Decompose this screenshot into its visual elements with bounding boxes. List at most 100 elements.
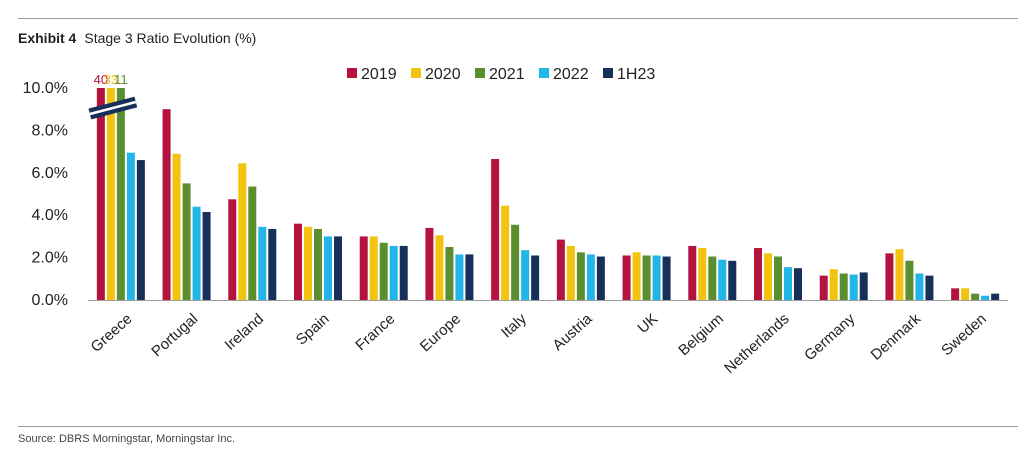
bar-greece-1h23 <box>136 160 145 300</box>
bottom-rule <box>18 426 1018 427</box>
bar-italy-2021 <box>511 224 520 300</box>
bar-denmark-2020 <box>895 249 904 300</box>
bar-netherlands-2019 <box>754 248 762 300</box>
legend-label-1h23: 1H23 <box>617 66 655 83</box>
bar-ireland-2021 <box>248 186 257 300</box>
x-tick-label: Italy <box>498 310 530 341</box>
bar-greece-2020 <box>106 88 115 300</box>
bar-ireland-2020 <box>238 163 247 300</box>
legend-swatch-2021 <box>475 68 485 78</box>
x-tick-label: Sweden <box>938 310 990 359</box>
overflow-value-label: 11 <box>114 72 128 87</box>
x-tick-label: Austria <box>549 310 596 354</box>
bar-ireland-1h23 <box>268 228 277 300</box>
bar-uk-2019 <box>622 255 631 300</box>
x-tick-label: Europe <box>417 310 464 355</box>
bar-sweden-2022 <box>981 295 990 300</box>
bar-france-1h23 <box>399 245 408 300</box>
bar-spain-2019 <box>294 223 302 300</box>
bar-germany-2021 <box>839 273 848 300</box>
bar-belgium-2020 <box>698 248 707 300</box>
bar-denmark-2019 <box>885 253 894 300</box>
bar-europe-2020 <box>435 235 444 300</box>
bar-uk-2020 <box>632 252 641 300</box>
y-tick-label: 10.0% <box>23 80 68 97</box>
bar-portugal-1h23 <box>202 212 211 300</box>
bar-france-2019 <box>359 236 368 300</box>
x-tick-label: France <box>352 310 398 354</box>
bar-france-2022 <box>389 245 398 300</box>
exhibit-heading: Exhibit 4 Stage 3 Ratio Evolution (%) <box>18 30 256 46</box>
legend-label-2019: 2019 <box>361 66 397 83</box>
bar-netherlands-2020 <box>764 253 772 300</box>
bar-italy-2022 <box>521 250 530 300</box>
bar-austria-1h23 <box>596 256 605 300</box>
bar-sweden-2020 <box>961 288 970 300</box>
x-tick-label: Ireland <box>221 310 266 353</box>
legend-label-2022: 2022 <box>553 66 589 83</box>
bar-greece-2019 <box>96 88 105 300</box>
x-tick-label: Netherlands <box>721 310 792 377</box>
chart-title: Stage 3 Ratio Evolution (%) <box>84 30 257 46</box>
legend-swatch-2022 <box>539 68 549 78</box>
bar-ireland-2022 <box>258 226 267 300</box>
bar-netherlands-2022 <box>784 267 792 300</box>
bar-denmark-1h23 <box>925 275 934 300</box>
bar-austria-2021 <box>576 252 585 300</box>
bar-france-2020 <box>369 236 378 300</box>
bar-spain-2020 <box>304 226 312 300</box>
bar-denmark-2021 <box>905 260 914 300</box>
overflow-value-label: 40 <box>94 72 108 87</box>
bar-netherlands-2021 <box>774 256 782 300</box>
bar-greece-2021 <box>116 88 125 300</box>
bar-portugal-2020 <box>172 153 181 300</box>
bar-uk-1h23 <box>662 256 671 300</box>
legend-swatch-2019 <box>347 68 357 78</box>
y-tick-label: 0.0% <box>32 292 68 309</box>
legend-label-2020: 2020 <box>425 66 461 83</box>
x-tick-label: Belgium <box>675 310 727 359</box>
bar-europe-1h23 <box>465 254 474 300</box>
y-tick-label: 8.0% <box>32 122 68 139</box>
bar-sweden-1h23 <box>991 293 1000 300</box>
bar-spain-1h23 <box>334 236 342 300</box>
bar-belgium-2022 <box>718 259 727 300</box>
legend-label-2021: 2021 <box>489 66 525 83</box>
x-tick-label: UK <box>634 310 661 337</box>
legend-swatch-1h23 <box>603 68 613 78</box>
x-tick-label: Denmark <box>868 310 925 364</box>
bar-uk-2022 <box>652 255 661 300</box>
bar-belgium-2019 <box>688 245 697 300</box>
bar-denmark-2022 <box>915 273 924 300</box>
bar-spain-2021 <box>314 228 322 300</box>
bar-italy-1h23 <box>531 255 540 300</box>
exhibit-label: Exhibit 4 <box>18 30 77 46</box>
bar-spain-2022 <box>324 236 332 300</box>
bar-belgium-2021 <box>708 256 717 300</box>
bar-portugal-2019 <box>162 109 171 300</box>
bar-uk-2021 <box>642 255 651 300</box>
axis-break-gap <box>89 100 137 116</box>
bar-greece-2022 <box>126 152 135 300</box>
bar-italy-2019 <box>491 159 500 300</box>
x-tick-label: Portugal <box>148 310 201 360</box>
x-tick-label: Greece <box>88 310 136 356</box>
bar-belgium-1h23 <box>728 260 737 300</box>
bar-germany-1h23 <box>859 272 868 300</box>
bar-sweden-2021 <box>971 293 980 300</box>
bar-europe-2022 <box>455 254 464 300</box>
bar-austria-2022 <box>586 254 595 300</box>
bar-netherlands-1h23 <box>794 268 802 300</box>
x-tick-label: Spain <box>293 310 333 348</box>
bar-europe-2019 <box>425 227 434 300</box>
bar-ireland-2019 <box>228 199 237 300</box>
bar-germany-2022 <box>849 274 858 300</box>
bar-sweden-2019 <box>951 288 960 300</box>
bar-europe-2021 <box>445 247 454 300</box>
bar-portugal-2022 <box>192 206 201 300</box>
y-tick-label: 2.0% <box>32 250 68 267</box>
bar-austria-2020 <box>566 245 575 300</box>
bar-germany-2020 <box>829 269 838 300</box>
y-tick-label: 4.0% <box>32 207 68 224</box>
overflow-value-label: 33 <box>104 72 118 87</box>
